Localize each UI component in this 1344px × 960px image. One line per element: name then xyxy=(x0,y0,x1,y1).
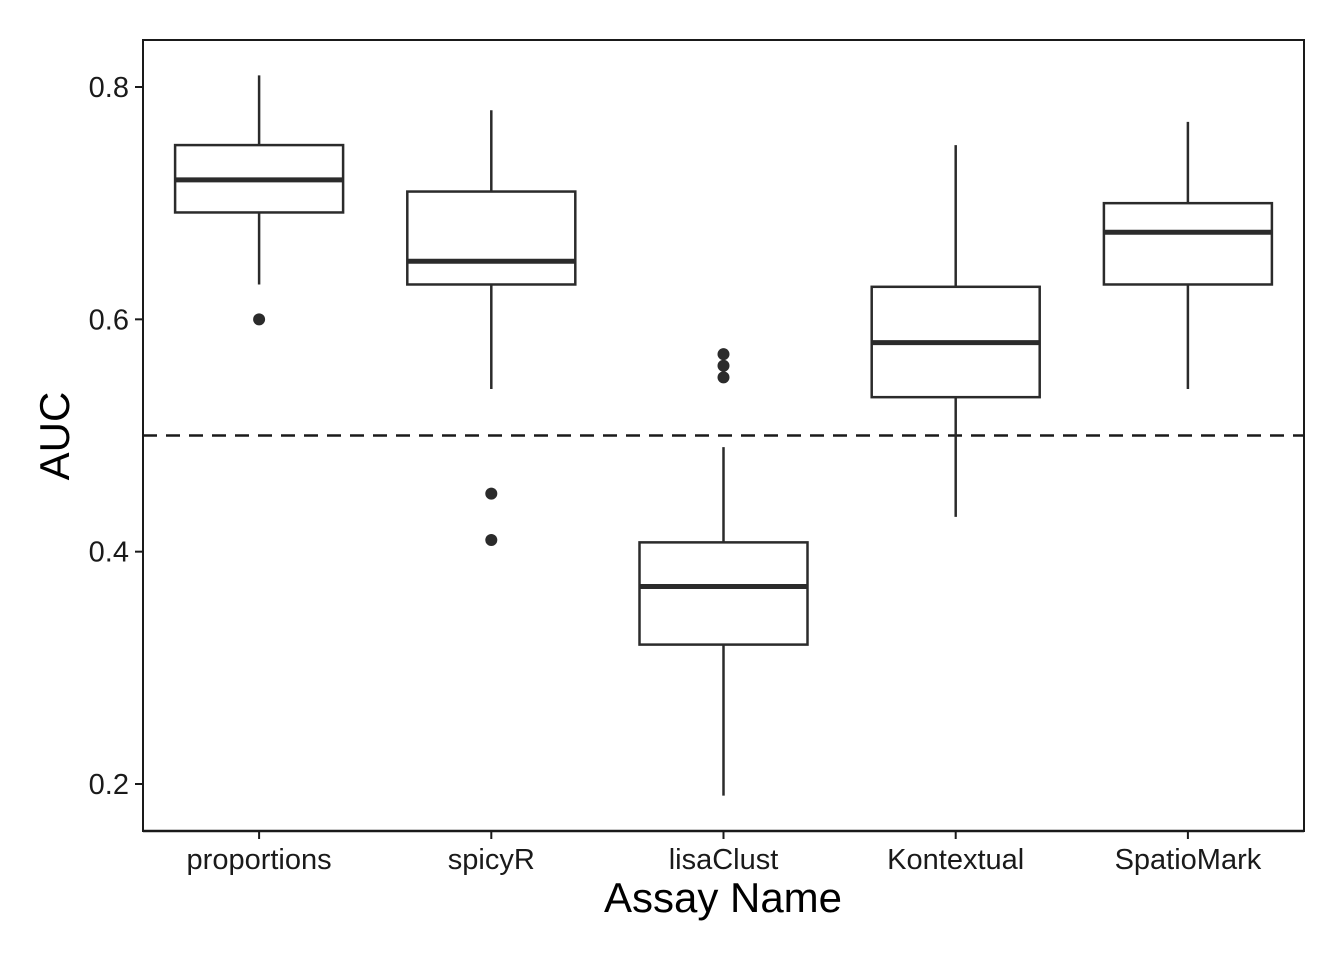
x-tick-label: spicyR xyxy=(448,844,535,876)
y-tick-label: 0.6 xyxy=(89,304,129,336)
outlier-point xyxy=(717,348,730,361)
y-axis-title: AUC xyxy=(31,392,78,481)
interquartile-box xyxy=(638,541,809,646)
interquartile-box xyxy=(406,190,577,286)
outlier-point xyxy=(485,534,498,547)
box-layer xyxy=(173,75,1274,796)
y-tick-label: 0.4 xyxy=(89,537,129,569)
box-group-kontextual xyxy=(870,145,1041,517)
x-tick-label: proportions xyxy=(187,844,332,876)
x-tick-label: SpatioMark xyxy=(1115,844,1262,876)
y-tick-label: 0.8 xyxy=(89,72,129,104)
box-group-spatiomark xyxy=(1102,121,1274,390)
outlier-point xyxy=(717,371,730,384)
x-axis-title: Assay Name xyxy=(604,874,842,921)
box-group-proportions xyxy=(173,75,345,326)
x-axis: proportions spicyR lisaClust Kontextual Spat… xyxy=(143,829,1304,876)
y-tick-label: 0.2 xyxy=(89,769,129,801)
x-tick-label: Kontextual xyxy=(887,844,1024,876)
outlier-point xyxy=(253,313,266,326)
outlier-point xyxy=(717,359,730,372)
box-group-spicyr xyxy=(406,110,577,547)
x-tick-label: lisaClust xyxy=(669,844,779,876)
interquartile-box xyxy=(1102,201,1274,286)
y-axis: 0.2 0.4 0.6 0.8 xyxy=(89,72,143,801)
box-group-lisaclust xyxy=(638,348,809,796)
outlier-point xyxy=(485,487,498,500)
